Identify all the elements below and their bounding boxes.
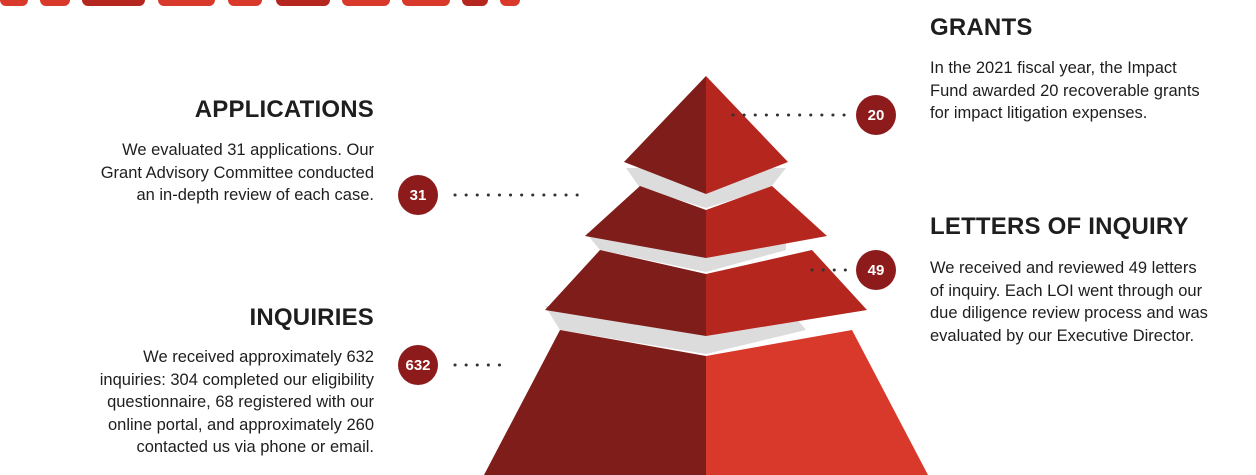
grants-section: GRANTS In the 2021 fiscal year, the Impa… [930, 14, 1256, 125]
applications-line-3: an in-depth review of each case. [136, 186, 374, 204]
letters-line-3: due diligence review process and was [930, 304, 1208, 322]
grants-line-2: Fund awarded 20 recoverable grants [930, 81, 1200, 100]
top-bar-segment [82, 0, 145, 6]
applications-section: APPLICATIONS We evaluated 31 application… [0, 96, 374, 207]
grants-line-1: In the 2021 fiscal year, the Impact [930, 59, 1177, 77]
pyramid-tier-1-right [706, 76, 788, 194]
applications-count-badge: 31 [398, 175, 438, 215]
letters-count-badge: 49 [856, 250, 896, 290]
top-bar-segment [342, 0, 390, 6]
top-bar-segment [40, 0, 70, 6]
pyramid-tier-3-right [706, 250, 867, 336]
top-bar-segment [158, 0, 215, 6]
letters-line-1: We received and reviewed 49 letters [930, 259, 1197, 277]
pyramid-tier-1-left [624, 76, 706, 194]
inquiries-line-4: online portal, and approximately 260 [107, 415, 374, 434]
applications-line-1: We evaluated 31 applications. Our [122, 141, 374, 159]
pyramid-tier-3-left [545, 250, 706, 336]
inquiries-count-badge: 632 [398, 345, 438, 385]
inquiries-line-3: questionnaire, 68 registered with our [107, 393, 374, 411]
applications-title: APPLICATIONS [194, 96, 374, 123]
top-bar-segment [228, 0, 262, 6]
top-bar-segment [0, 0, 28, 6]
letters-line-4: evaluated by our Executive Director. [930, 326, 1195, 345]
top-bar-segment [276, 0, 330, 6]
inquiries-line-5: contacted us via phone or email. [136, 438, 374, 456]
top-decorative-bar [0, 0, 1256, 8]
pyramid-tier-2-right [706, 186, 827, 258]
top-bar-segment [402, 0, 450, 6]
pyramid-tier-2-left [585, 186, 706, 258]
inquiries-line-1: We received approximately 632 [143, 348, 374, 366]
inquiries-title: INQUIRIES [249, 304, 374, 331]
inquiries-section: INQUIRIES We received approximately 632 … [0, 304, 374, 459]
grants-line-3: for impact litigation expenses. [930, 104, 1148, 122]
pyramid-tier-4-left [484, 330, 706, 475]
pyramid-tier-4-right [706, 330, 928, 475]
letters-of-inquiry-section: LETTERS OF INQUIRY We received and revie… [930, 213, 1256, 347]
top-bar-segment [500, 0, 520, 6]
top-bar-segment [462, 0, 488, 6]
letters-line-2: of inquiry. Each LOI went through our [930, 281, 1203, 300]
applications-line-2: Grant Advisory Committee conducted [100, 163, 374, 182]
grants-title: GRANTS [930, 14, 1033, 41]
letters-of-inquiry-title: LETTERS OF INQUIRY [930, 213, 1189, 240]
grants-count-badge: 20 [856, 95, 896, 135]
inquiries-line-2: inquiries: 304 completed our eligibility [99, 370, 374, 389]
